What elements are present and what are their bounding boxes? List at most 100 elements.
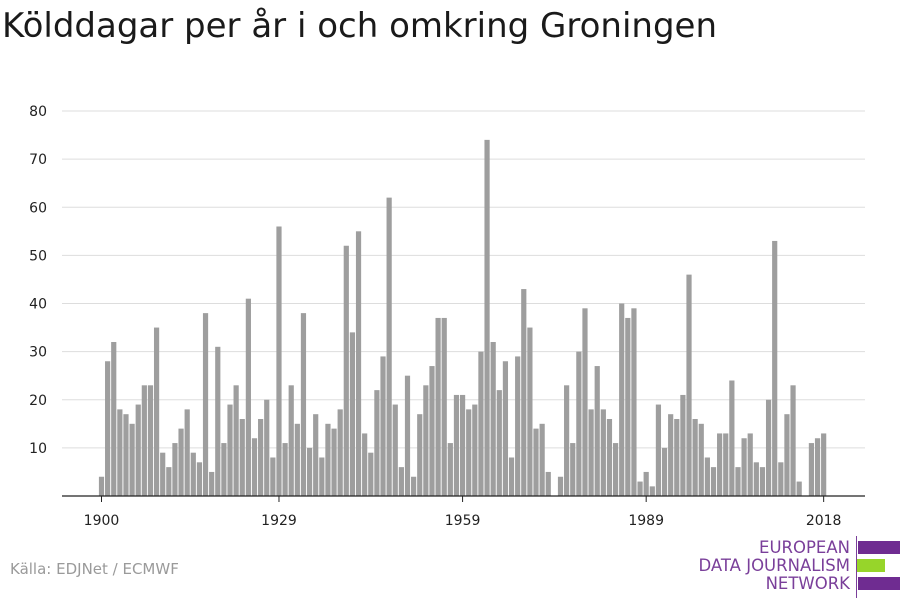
bar: [502, 361, 509, 496]
bar: [331, 428, 337, 496]
bar: [729, 380, 735, 496]
bar: [270, 457, 276, 496]
bar: [668, 414, 674, 496]
bar: [300, 313, 307, 496]
bar: [153, 327, 160, 496]
bar: [570, 443, 576, 496]
bar: [564, 385, 570, 496]
bar: [374, 390, 380, 496]
bar: [533, 428, 539, 496]
bar: [221, 443, 227, 496]
y-tick-label: 40: [29, 297, 47, 313]
bar: [557, 476, 564, 496]
bar: [337, 409, 343, 496]
y-axis-ticks: 10 20 30 40 50 60 70 80: [29, 104, 47, 457]
y-tick-label: 70: [29, 152, 47, 168]
y-tick-label: 20: [29, 393, 47, 409]
bar: [98, 476, 105, 496]
bar: [111, 342, 117, 496]
bar: [686, 274, 692, 496]
bar: [196, 462, 203, 496]
bar: [759, 467, 766, 496]
source-note: Källa: EDJNet / ECMWF: [10, 560, 179, 578]
logo-bar-top: [858, 541, 900, 554]
bar: [349, 332, 356, 496]
y-tick-label: 30: [29, 345, 47, 361]
bar: [680, 394, 686, 496]
bar: [178, 428, 184, 496]
bar: [612, 443, 619, 496]
bar: [637, 481, 643, 496]
bar: [404, 375, 411, 496]
bar: [282, 443, 288, 496]
bar: [490, 342, 496, 496]
bar: [527, 327, 533, 496]
bar: [276, 226, 282, 496]
bar: [423, 385, 429, 496]
bar: [704, 457, 710, 496]
bar: [239, 419, 245, 496]
bar: [129, 423, 135, 496]
bar: [447, 443, 453, 496]
bar: [466, 409, 472, 496]
bar: [588, 409, 594, 496]
bar: [209, 471, 215, 496]
bar: [288, 385, 294, 496]
bar: [515, 356, 521, 496]
bar: [753, 462, 759, 496]
y-tick-label: 60: [29, 200, 47, 216]
bar: [202, 313, 209, 496]
bar: [190, 452, 196, 496]
bar: [747, 433, 753, 496]
bar: [710, 467, 717, 496]
bar: [105, 361, 111, 496]
bar: [294, 423, 300, 496]
bar: [245, 298, 251, 496]
bar: [343, 245, 349, 496]
bar: [698, 423, 704, 496]
y-tick-label: 10: [29, 441, 47, 457]
bar: [135, 404, 141, 496]
bar: [147, 385, 154, 496]
bar: [398, 467, 404, 496]
bar: [778, 462, 784, 496]
bar: [368, 452, 374, 496]
bar: [594, 366, 600, 496]
bar: [625, 317, 631, 496]
bar: [692, 419, 698, 496]
bar: [355, 231, 362, 496]
bar: [661, 447, 668, 496]
bar: [478, 351, 484, 496]
x-tick-label: 1929: [261, 513, 297, 529]
x-tick-label: 1989: [628, 513, 664, 529]
bar: [772, 240, 778, 496]
logo-bar-middle: [857, 559, 885, 572]
bar: [545, 471, 551, 496]
bar: [521, 289, 527, 496]
logo-line-1: EUROPEAN: [759, 538, 850, 557]
bar: [319, 457, 325, 496]
bar: [141, 385, 147, 496]
bar: [362, 433, 368, 496]
bar: [313, 414, 319, 496]
bar: [508, 457, 515, 496]
bar: [160, 452, 166, 496]
x-tick-label: 1900: [84, 513, 120, 529]
bar: [796, 481, 802, 496]
bar: [435, 317, 441, 496]
bar: [619, 303, 625, 496]
y-tick-label: 80: [29, 104, 47, 120]
bar: [215, 346, 221, 496]
bar: [264, 399, 270, 496]
logo-bar-bottom: [858, 577, 900, 590]
bar: [808, 443, 815, 496]
bar: [472, 404, 478, 496]
edjnet-logo[interactable]: EUROPEAN DATA JOURNALISM NETWORK: [698, 536, 900, 598]
bar: [417, 414, 423, 496]
y-tick-label: 50: [29, 248, 47, 264]
bar: [184, 409, 190, 496]
bar: [484, 139, 490, 496]
bar: [386, 197, 392, 496]
bar: [459, 394, 466, 496]
